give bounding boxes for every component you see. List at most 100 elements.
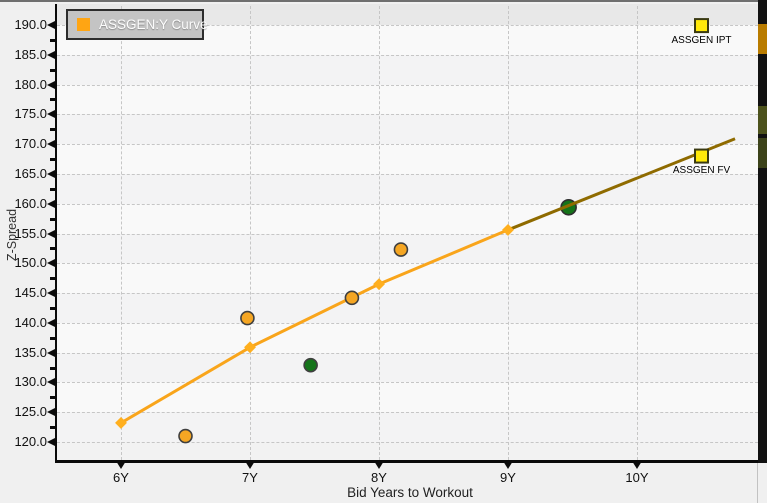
h-gridline bbox=[57, 25, 758, 26]
y-tick-arrow bbox=[47, 21, 55, 29]
y-tick-arrow bbox=[47, 169, 55, 178]
x-tick-arrow bbox=[503, 461, 513, 469]
y-tick-label: 140.0 bbox=[14, 314, 47, 330]
legend-series-label: ASSGEN:Y Curve bbox=[99, 17, 208, 32]
v-gridline bbox=[637, 6, 638, 460]
marker-square[interactable] bbox=[694, 148, 709, 164]
scatter-point-orange[interactable] bbox=[344, 290, 360, 306]
y-tick-arrow bbox=[47, 378, 55, 387]
y-tick-arrow bbox=[47, 50, 55, 59]
y-axis-line bbox=[55, 4, 57, 463]
right-divider-line bbox=[757, 463, 758, 503]
h-gridline bbox=[57, 173, 758, 175]
marker-label: ASSGEN IPT bbox=[671, 34, 732, 46]
x-axis-title: Bid Years to Workout bbox=[347, 485, 473, 500]
right-panel-olive-mark bbox=[758, 106, 767, 134]
y-tick-label: 125.0 bbox=[14, 404, 47, 420]
h-gridline bbox=[57, 203, 758, 205]
y-tick-label: 135.0 bbox=[14, 344, 47, 360]
scatter-point-orange[interactable] bbox=[178, 428, 193, 444]
y-minor-tick bbox=[50, 217, 55, 221]
y-tick-arrow bbox=[47, 348, 55, 357]
y-minor-tick bbox=[50, 68, 55, 72]
marker-square[interactable] bbox=[694, 18, 709, 34]
y-tick-label: 190.0 bbox=[14, 17, 47, 32]
v-gridline bbox=[250, 6, 251, 460]
plot-band bbox=[57, 352, 758, 383]
y-minor-tick bbox=[50, 128, 55, 132]
x-tick-label: 7Y bbox=[242, 470, 258, 485]
window-top-border bbox=[0, 0, 767, 2]
plot-band bbox=[57, 322, 758, 353]
plot-band bbox=[57, 114, 758, 145]
plot-band bbox=[57, 4, 758, 25]
plot-band bbox=[57, 382, 758, 413]
plot-band bbox=[57, 84, 758, 115]
curve-node-marker[interactable] bbox=[502, 223, 514, 236]
h-gridline bbox=[57, 352, 758, 354]
y-tick-arrow bbox=[47, 438, 55, 446]
plot-band bbox=[57, 442, 758, 460]
y-tick-arrow bbox=[47, 229, 55, 238]
h-gridline bbox=[57, 293, 758, 295]
right-edge-panel bbox=[758, 0, 767, 463]
h-gridline bbox=[57, 144, 758, 146]
y-tick-label: 120.0 bbox=[14, 434, 47, 449]
plot-band bbox=[57, 263, 758, 294]
x-tick-arrow bbox=[632, 461, 642, 469]
y-minor-tick bbox=[50, 277, 55, 281]
x-tick-arrow bbox=[374, 461, 384, 469]
y-minor-tick bbox=[50, 98, 55, 102]
h-gridline bbox=[57, 54, 758, 56]
scatter-point-orange[interactable] bbox=[240, 310, 255, 326]
v-gridline bbox=[379, 6, 380, 460]
y-tick-arrow bbox=[47, 80, 55, 89]
h-gridline bbox=[57, 84, 758, 86]
y-tick-label: 160.0 bbox=[14, 195, 47, 211]
x-axis-line bbox=[55, 460, 758, 463]
plot-band bbox=[57, 54, 758, 85]
marker-label: ASSGEN FV bbox=[672, 165, 731, 177]
y-tick-label: 145.0 bbox=[14, 285, 47, 301]
y-minor-tick bbox=[50, 366, 55, 370]
h-gridline bbox=[57, 442, 758, 443]
x-tick-label: 9Y bbox=[500, 470, 516, 485]
legend-swatch-icon bbox=[77, 18, 90, 31]
y-tick-label: 150.0 bbox=[14, 255, 47, 271]
y-minor-tick bbox=[50, 336, 55, 340]
scatter-point-green[interactable] bbox=[303, 357, 318, 373]
y-minor-tick bbox=[50, 396, 55, 400]
plot-band bbox=[57, 173, 758, 204]
y-tick-label: 175.0 bbox=[14, 106, 47, 122]
y-tick-arrow bbox=[47, 110, 55, 119]
y-tick-label: 185.0 bbox=[14, 46, 47, 62]
h-gridline bbox=[57, 233, 758, 235]
x-tick-label: 10Y bbox=[625, 470, 649, 485]
right-panel-olive-mark bbox=[758, 138, 767, 168]
h-gridline bbox=[57, 114, 758, 116]
y-tick-label: 165.0 bbox=[14, 165, 47, 181]
h-gridline bbox=[57, 322, 758, 324]
y-tick-arrow bbox=[47, 259, 55, 268]
plot-band bbox=[57, 203, 758, 234]
legend-box[interactable]: ASSGEN:Y Curve bbox=[66, 9, 208, 40]
plot-band bbox=[57, 293, 758, 323]
y-minor-tick bbox=[50, 158, 55, 162]
y-minor-tick bbox=[50, 426, 55, 430]
y-tick-arrow bbox=[47, 408, 55, 417]
y-minor-tick bbox=[50, 38, 55, 42]
x-tick-arrow bbox=[116, 461, 126, 469]
y-tick-arrow bbox=[47, 318, 55, 327]
y-tick-label: 180.0 bbox=[14, 76, 47, 92]
y-tick-arrow bbox=[47, 140, 55, 149]
curve-node-marker[interactable] bbox=[373, 278, 385, 291]
scatter-point-orange[interactable] bbox=[393, 242, 409, 257]
right-panel-orange-mark bbox=[758, 24, 767, 54]
y-tick-label: 130.0 bbox=[14, 374, 47, 390]
y-tick-arrow bbox=[47, 289, 55, 298]
yield-curve-line bbox=[120, 228, 509, 425]
y-tick-arrow bbox=[47, 199, 55, 208]
h-gridline bbox=[57, 412, 758, 414]
